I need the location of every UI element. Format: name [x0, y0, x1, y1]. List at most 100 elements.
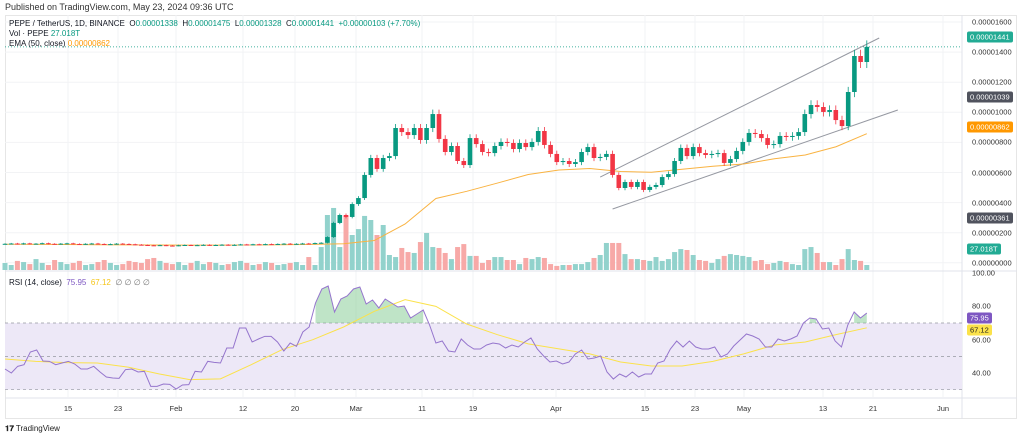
time-tick: 21: [868, 404, 878, 413]
volume-bar: [734, 255, 740, 270]
upper-line-tag: 0.00001039: [967, 91, 1013, 103]
time-tick: Jun: [936, 404, 950, 413]
candle-body: [814, 105, 820, 107]
volume-bar: [579, 264, 585, 270]
open-label: O: [129, 19, 136, 28]
volume-bar: [523, 257, 529, 270]
candle-body: [535, 131, 541, 142]
candle-body: [790, 135, 795, 137]
volume-bar: [39, 262, 45, 270]
candle-body: [95, 243, 101, 245]
candle-body: [411, 128, 417, 136]
volume-bar: [101, 260, 107, 270]
overbought-fill: [854, 311, 867, 323]
candle-body: [356, 198, 361, 205]
volume-bar: [641, 260, 647, 270]
volume-bar: [709, 262, 715, 270]
candle-body: [653, 185, 659, 187]
candle-body: [641, 182, 646, 190]
candle-body: [560, 161, 566, 163]
time-tick: Feb: [169, 404, 183, 413]
trend-line: [612, 109, 898, 210]
candle-body: [2, 243, 8, 245]
logo-text: TradingView: [15, 424, 60, 433]
candle-body: [139, 244, 144, 246]
low-label: L: [234, 19, 240, 28]
time-tick: Mar: [349, 404, 363, 413]
volume-bar: [796, 265, 802, 270]
candle-body: [734, 150, 739, 160]
volume-bar: [765, 264, 771, 270]
volume-bar: [151, 257, 157, 270]
volume-bar: [343, 215, 349, 270]
volume-legend: Vol · PEPE 27.018T: [9, 29, 80, 38]
volume-bar: [597, 255, 603, 270]
candle-body: [573, 162, 578, 164]
time-tick: May: [736, 404, 752, 413]
volume-bar: [436, 247, 442, 270]
price-tick: 0.00001000: [972, 107, 1012, 117]
rsi-band: [5, 323, 962, 390]
volume-bar: [362, 215, 368, 270]
candle-body: [616, 174, 622, 188]
change-value: +0.00000103 (+7.70%): [338, 19, 421, 28]
volume-bar: [461, 244, 467, 270]
volume-bar: [678, 249, 684, 270]
volume-bar: [33, 259, 39, 270]
candle-body: [362, 174, 367, 199]
volume-bar: [380, 225, 386, 270]
volume-bar: [851, 260, 857, 270]
volume-bar: [610, 242, 616, 270]
volume-bar: [721, 255, 727, 270]
candle-body: [269, 244, 274, 246]
candle-body: [542, 131, 547, 145]
candle-body: [225, 244, 231, 246]
rsi-tick: 80.00: [972, 301, 991, 311]
volume-bar: [293, 262, 299, 270]
volume-bar: [126, 260, 132, 270]
candle-body: [511, 143, 516, 149]
candle-body: [145, 245, 150, 246]
volume-bar: [14, 260, 20, 270]
candle-body: [387, 156, 392, 158]
time-tick: 15: [63, 404, 73, 413]
volume-bar: [169, 264, 175, 270]
volume-label: Vol · PEPE: [9, 29, 49, 38]
candle-body: [275, 243, 281, 245]
rsi-ma-line: [4, 299, 867, 381]
candle-body: [492, 146, 498, 154]
volume-bar: [45, 265, 51, 270]
candle-body: [659, 177, 665, 185]
candle-body: [752, 132, 758, 134]
candle-body: [368, 158, 374, 175]
volume-bar: [473, 255, 479, 270]
volume-bar: [740, 255, 746, 270]
volume-bar: [157, 260, 163, 270]
ema-value: 0.00000862: [67, 39, 110, 48]
candle-body: [715, 153, 721, 155]
candle-body: [300, 243, 305, 245]
candle-body: [678, 147, 684, 161]
volume-bar: [374, 235, 380, 270]
candle-body: [207, 244, 212, 246]
time-tick: 23: [690, 404, 700, 413]
volume-bar: [554, 265, 560, 270]
volume-bar: [231, 262, 237, 270]
candle-body: [777, 135, 783, 145]
candle-body: [318, 242, 324, 244]
price-tick: 0.00001600: [972, 17, 1012, 27]
candle-body: [405, 132, 411, 136]
candle-body: [380, 158, 386, 169]
candle-body: [635, 182, 640, 187]
volume-bar: [560, 265, 566, 270]
volume-bar: [132, 262, 138, 270]
volume-bar: [864, 264, 870, 270]
candle-body: [46, 243, 51, 245]
candle-body: [337, 215, 343, 223]
candle-body: [232, 244, 237, 246]
candle-body: [548, 144, 553, 154]
ema-label: EMA (50, close): [9, 39, 66, 48]
volume-bar: [244, 262, 250, 270]
candle-body: [473, 138, 479, 145]
